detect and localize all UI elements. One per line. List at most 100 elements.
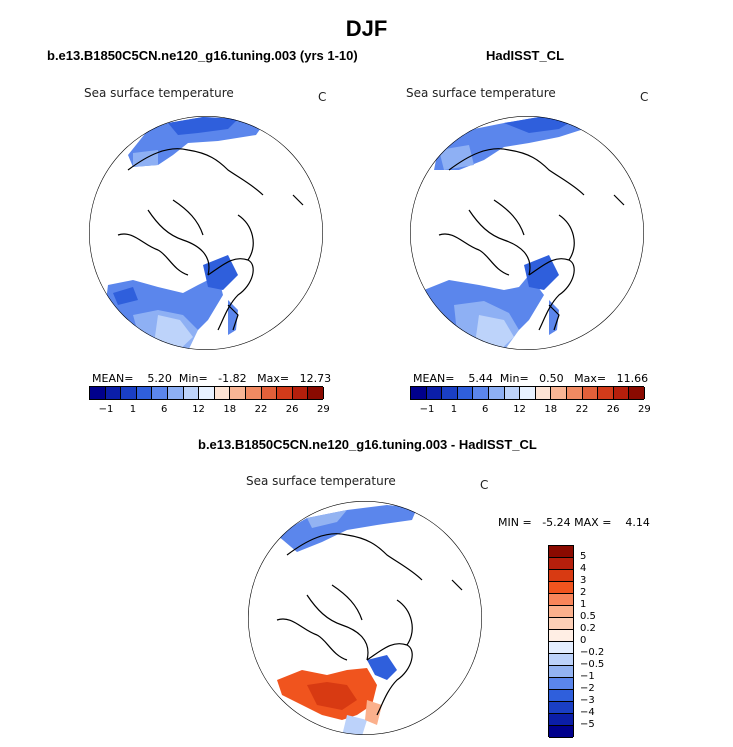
panel-subtitle-obs: Sea surface temperature [406, 86, 556, 100]
colorbar-swatch [90, 387, 106, 399]
colorbar-swatch [152, 387, 168, 399]
season-title: DJF [345, 16, 388, 41]
colorbar-swatch [105, 387, 122, 399]
panel-title-obs: HadISST_CL [486, 48, 565, 63]
colorbar-obs [410, 386, 645, 400]
stats-min-value: -1.82 [218, 372, 247, 385]
colorbar-swatch [549, 606, 573, 618]
colorbar-swatch [473, 387, 489, 399]
colorbar-tick-label: −1 [580, 671, 595, 682]
colorbar-diff [548, 545, 574, 738]
colorbar-swatch [549, 630, 573, 642]
colorbar-swatch [246, 387, 262, 399]
colorbar-swatch [457, 387, 474, 399]
colorbar-swatch [582, 387, 599, 399]
colorbar-tick-label: 1 [129, 404, 137, 415]
colorbar-swatch [214, 387, 231, 399]
colorbar-swatch [308, 387, 324, 399]
panel-units-obs: C [640, 90, 649, 104]
colorbar-swatch [549, 642, 573, 654]
stats-max-label: MAX = [574, 516, 612, 529]
colorbar-swatch [261, 387, 278, 399]
colorbar-tick-label: 22 [575, 404, 589, 415]
colorbar-swatch [549, 570, 573, 582]
colorbar-tick-label: 5 [580, 551, 587, 562]
colorbar-swatch [277, 387, 293, 399]
colorbar-tick-label: 29 [638, 404, 651, 415]
colorbar-tick-label: −1 [98, 404, 114, 415]
stats-mean-label: MEAN= [92, 372, 134, 385]
colorbar-tick-label: 1 [580, 599, 587, 610]
colorbar-swatch [613, 387, 630, 399]
colorbar-tick-label: 1 [450, 404, 458, 415]
stats-max-value: 4.14 [625, 516, 650, 529]
stats-min-value: 0.50 [539, 372, 564, 385]
colorbar-swatch [230, 387, 246, 399]
panel-subtitle-diff: Sea surface temperature [246, 474, 396, 488]
colorbar-swatch [549, 594, 573, 606]
map-model [89, 116, 323, 350]
colorbar-model-labels: −1 1 6 12 18 22 26 29 [89, 404, 330, 418]
colorbar-tick-label: 6 [161, 404, 168, 415]
colorbar-swatch [136, 387, 153, 399]
stats-min-value: -5.24 [542, 516, 571, 529]
colorbar-tick-label: −4 [580, 707, 595, 718]
colorbar-tick-label: −2 [580, 683, 595, 694]
stats-mean-value: 5.44 [468, 372, 493, 385]
colorbar-obs-labels: −1 1 6 12 18 22 26 29 [410, 404, 651, 418]
colorbar-swatch [549, 714, 573, 726]
colorbar-tick-label: 0.2 [580, 623, 596, 634]
panel-units-diff: C [480, 478, 489, 492]
colorbar-swatch [504, 387, 521, 399]
colorbar-tick-label: 26 [285, 404, 299, 415]
colorbar-swatch [549, 690, 573, 702]
colorbar-tick-label: −3 [580, 695, 595, 706]
stats-max-value: 11.66 [616, 372, 649, 385]
colorbar-swatch [168, 387, 184, 399]
colorbar-swatch [551, 387, 567, 399]
colorbar-tick-label: 0 [580, 635, 587, 646]
map-obs [410, 116, 644, 350]
stats-mean-value: 5.20 [147, 372, 172, 385]
colorbar-swatch [549, 618, 573, 630]
colorbar-tick-label: 12 [513, 404, 526, 415]
colorbar-swatch [567, 387, 583, 399]
colorbar-swatch [121, 387, 137, 399]
colorbar-tick-label: 2 [580, 587, 587, 598]
stats-min-label: Min= [178, 372, 208, 385]
colorbar-tick-label: 3 [580, 575, 587, 586]
colorbar-swatch [442, 387, 458, 399]
stats-max-label: Max= [257, 372, 290, 385]
panel-title-model: b.e13.B1850C5CN.ne120_g16.tuning.003 (yr… [47, 48, 358, 63]
colorbar-swatch [520, 387, 536, 399]
colorbar-diff-labels: 5 4 3 2 1 0.5 0.2 0 −0.2 −0.5 −1 −2 −3 −4 −5 [580, 545, 620, 737]
colorbar-swatch [489, 387, 505, 399]
panel-title-diff: b.e13.B1850C5CN.ne120_g16.tuning.003 - H… [198, 437, 537, 452]
stats-model: MEAN= 5.20 Min= -1.82 Max= 12.73 [92, 372, 331, 385]
colorbar-tick-label: 6 [482, 404, 489, 415]
colorbar-tick-label: 29 [317, 404, 330, 415]
colorbar-swatch [549, 546, 573, 558]
stats-obs: MEAN= 5.44 Min= 0.50 Max= 11.66 [413, 372, 648, 385]
colorbar-swatch [598, 387, 614, 399]
colorbar-tick-label: 12 [192, 404, 205, 415]
colorbar-model [89, 386, 324, 400]
colorbar-swatch [549, 558, 573, 570]
colorbar-tick-label: 18 [544, 404, 558, 415]
stats-max-label: Max= [574, 372, 607, 385]
stats-mean-label: MEAN= [413, 372, 455, 385]
colorbar-tick-label: 22 [254, 404, 268, 415]
colorbar-swatch [629, 387, 645, 399]
colorbar-swatch [549, 702, 573, 714]
stats-min-label: Min= [499, 372, 529, 385]
colorbar-swatch [426, 387, 443, 399]
map-diff [248, 501, 482, 735]
panel-subtitle-model: Sea surface temperature [84, 86, 234, 100]
colorbar-tick-label: −0.2 [580, 647, 605, 658]
panel-units-model: C [318, 90, 327, 104]
colorbar-swatch [199, 387, 215, 399]
stats-diff: MIN = -5.24 MAX = 4.14 [498, 516, 650, 529]
colorbar-swatch [549, 666, 573, 678]
stats-min-label: MIN = [498, 516, 532, 529]
colorbar-swatch [535, 387, 552, 399]
